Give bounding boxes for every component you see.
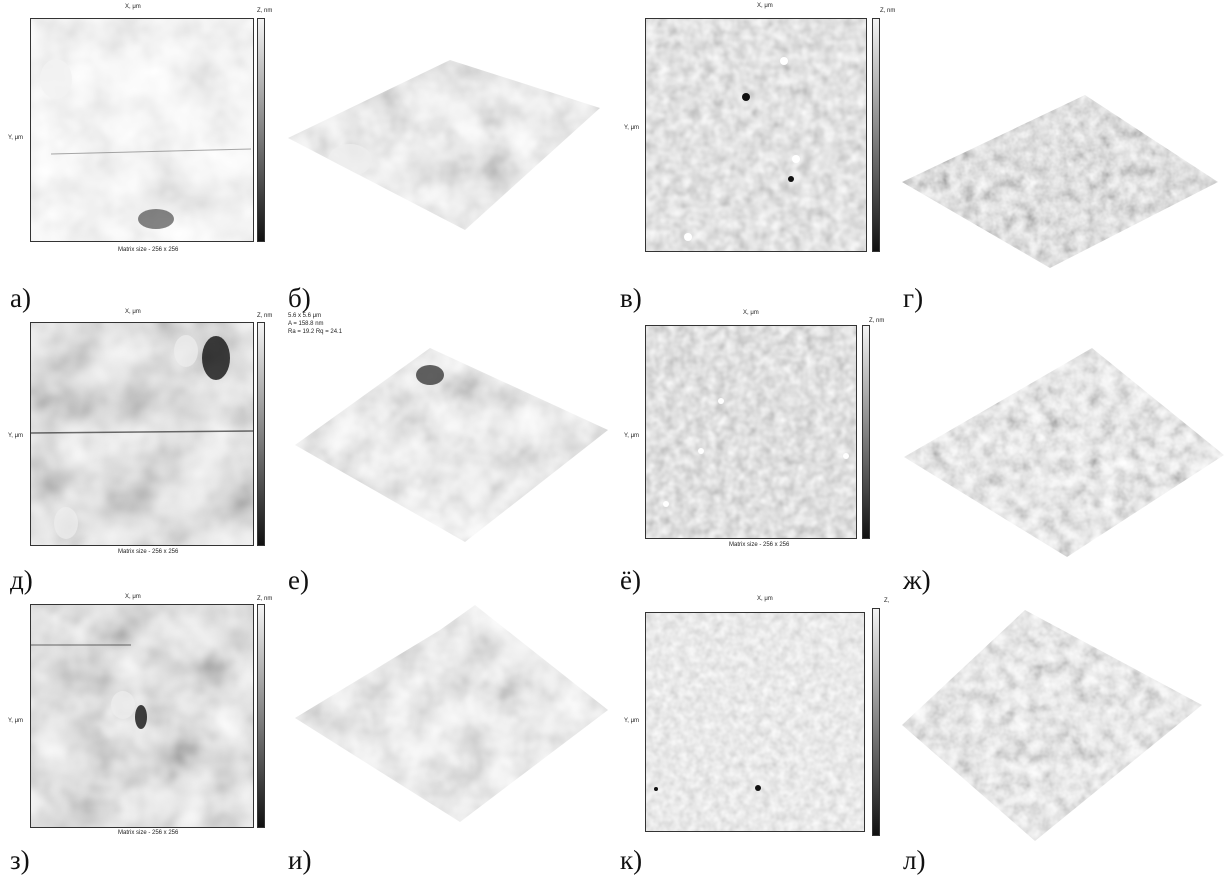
panel-label-e: е)	[288, 565, 309, 595]
panel-zh-3d-view	[902, 345, 1227, 560]
afm-topography-image	[645, 18, 867, 252]
z-axis-label: Z, nm	[880, 8, 896, 14]
z-scale-bar	[257, 322, 265, 546]
y-axis-label: Y, μm	[8, 135, 24, 141]
scan-roughness: Ra = 19.2 Rq = 24.1	[288, 329, 343, 335]
matrix-size-caption: Matrix size - 256 x 256	[118, 247, 179, 253]
panel-label-i: и)	[288, 845, 312, 875]
panel-l-3d-view	[900, 605, 1220, 845]
panel-g-3d-view	[900, 90, 1220, 270]
x-axis-label: X, μm	[125, 309, 141, 315]
scan-height: A = 158.8 nm	[288, 321, 324, 327]
matrix-size-caption: Matrix size - 256 x 256	[118, 830, 179, 836]
matrix-size-caption: Matrix size - 256 x 256	[118, 549, 179, 555]
z-scale-bar	[862, 325, 870, 539]
z-scale-bar	[257, 18, 265, 242]
panel-label-l: л)	[903, 845, 926, 875]
panel-label-b: б)	[288, 283, 311, 313]
y-axis-label: Y, μm	[624, 125, 640, 131]
afm-topography-image	[645, 612, 865, 832]
panel-label-k: к)	[620, 845, 643, 875]
z-scale-bar	[872, 18, 880, 252]
matrix-size-caption: Matrix size - 256 x 256	[729, 542, 790, 548]
x-axis-label: X, μm	[757, 3, 773, 9]
afm-topography-image	[645, 325, 857, 539]
z-scale-bar	[872, 608, 880, 836]
x-axis-label: X, μm	[757, 596, 773, 602]
panel-label-z: з)	[10, 845, 30, 875]
panel-label-v: в)	[620, 283, 642, 313]
z-axis-label: Z, nm	[257, 596, 273, 602]
x-axis-label: X, μm	[125, 4, 141, 10]
scan-size: 5.6 x 5.6 μm	[288, 313, 322, 319]
z-axis-label: Z,	[884, 598, 890, 604]
y-axis-label: Y, μm	[8, 433, 24, 439]
y-axis-label: Y, μm	[8, 718, 24, 724]
panel-i-3d-view	[290, 600, 610, 825]
y-axis-label: Y, μm	[624, 433, 640, 439]
panel-label-d: д)	[10, 565, 33, 595]
z-axis-label: Z, nm	[257, 8, 273, 14]
panel-label-a: а)	[10, 283, 31, 313]
x-axis-label: X, μm	[743, 310, 759, 316]
panel-label-zh: ж)	[903, 565, 931, 595]
afm-topography-image	[30, 322, 254, 546]
z-axis-label: Z, nm	[869, 318, 885, 324]
z-axis-label: Z, nm	[257, 313, 273, 319]
afm-topography-image	[30, 18, 254, 242]
panel-e-3d-view	[290, 340, 610, 545]
afm-topography-image	[30, 604, 254, 828]
z-scale-bar	[257, 604, 265, 828]
x-axis-label: X, μm	[125, 594, 141, 600]
y-axis-label: Y, μm	[624, 718, 640, 724]
scan-info-e: 5.6 x 5.6 μm A = 158.8 nm Ra = 19.2 Rq =…	[288, 312, 342, 336]
panel-b-3d-view	[280, 20, 605, 240]
panel-label-yo: ё)	[620, 565, 641, 595]
panel-label-g: г)	[903, 283, 924, 313]
